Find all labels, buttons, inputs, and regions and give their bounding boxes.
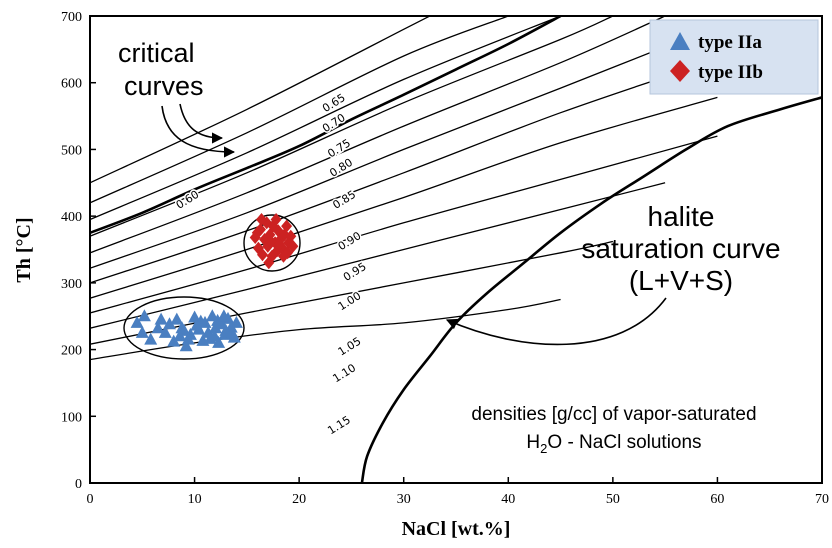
halite-label-line3: (L+V+S) [629, 265, 733, 296]
curve-layer [90, 16, 822, 483]
densities-label-line1: densities [g/cc] of vapor-saturated [471, 404, 756, 425]
point-iia-28 [211, 313, 225, 326]
x-tick-label-70: 70 [815, 492, 829, 507]
point-iib-0 [249, 231, 261, 244]
x-axis-label: NaCl [wt.%] [402, 518, 511, 540]
densities-label-line2: H2O - NaCl solutions [526, 432, 701, 456]
y-tick-label-500: 500 [61, 143, 82, 158]
cluster-ellipse-iia [123, 296, 245, 360]
isochore-1.05 [90, 182, 666, 329]
legend-box [649, 19, 819, 95]
x-tick-label-20: 20 [292, 492, 306, 507]
isochore-0.85 [90, 25, 718, 269]
point-iia-3 [144, 332, 158, 345]
point-iib-24 [251, 226, 263, 240]
y-axis-label: Th [°C] [13, 217, 35, 282]
isochore-0.95 [90, 96, 718, 299]
point-iia-33 [207, 329, 221, 342]
halite-arrow [445, 297, 667, 346]
point-iia-2 [137, 309, 151, 322]
point-iia-17 [209, 321, 222, 334]
halite-saturation-curve [360, 96, 822, 483]
isochore-0.80 [90, 16, 666, 254]
point-iib-21 [263, 256, 275, 270]
legend-label-iia: type IIa [698, 32, 762, 53]
x-tick-label-50: 50 [606, 492, 620, 507]
point-iia-9 [179, 339, 193, 352]
y-tick-label-100: 100 [61, 410, 82, 425]
isochore-0.75 [90, 16, 614, 237]
point-iia-31 [173, 329, 187, 342]
legend-marker-iib [670, 60, 690, 82]
point-iib-20 [256, 213, 267, 226]
y-tick-label-200: 200 [61, 344, 82, 359]
point-iia-30 [163, 317, 176, 330]
point-iia-18 [212, 335, 226, 348]
point-iib-3 [257, 248, 268, 262]
x-tick-label-0: 0 [87, 492, 94, 507]
point-iia-34 [217, 309, 231, 322]
critical-arrow-1 [179, 103, 224, 144]
point-iia-24 [229, 315, 243, 328]
isochore-1.00 [90, 135, 718, 314]
critical-curve [90, 16, 562, 235]
point-iia-1 [135, 325, 149, 338]
point-iia-35 [181, 332, 195, 345]
legend: type IIa type IIb [649, 19, 819, 95]
x-tick-label-60: 60 [710, 492, 724, 507]
halite-label-line1: halite [648, 201, 715, 232]
point-iib-27 [282, 246, 294, 260]
point-iib-18 [285, 229, 297, 243]
y-tick-label-700: 700 [61, 10, 82, 25]
point-iib-25 [265, 235, 277, 248]
point-iia-0 [130, 315, 144, 328]
point-iia-36 [154, 312, 168, 325]
y-tick-label-400: 400 [61, 210, 82, 225]
point-iia-6 [167, 334, 181, 347]
legend-marker-iia [670, 32, 690, 50]
cluster-ellipse-iib [243, 214, 301, 272]
plot-frame [89, 15, 823, 484]
critical-curves-label-line2: curves [124, 71, 204, 101]
isochore-0.70 [90, 16, 561, 221]
x-tick-label-10: 10 [188, 492, 202, 507]
y-tick-label-600: 600 [61, 77, 82, 92]
x-tick-label-40: 40 [501, 492, 515, 507]
point-iia-37 [225, 326, 239, 339]
point-iib-23 [278, 249, 289, 263]
point-iib-16 [281, 219, 293, 233]
y-tick-label-0: 0 [75, 477, 82, 492]
point-iia-5 [158, 325, 172, 338]
x-tick-label-30: 30 [397, 492, 411, 507]
halite-label-line2: saturation curve [581, 233, 780, 264]
critical-curves-label-line1: critical [118, 38, 195, 68]
point-iib-26 [273, 237, 285, 251]
point-iib-22 [270, 213, 282, 226]
isochore-0.60 [90, 16, 431, 184]
isochore-0.90 [90, 58, 718, 284]
data-points-layer [130, 213, 299, 352]
point-iia-11 [188, 310, 202, 323]
point-iia-32 [194, 314, 208, 327]
legend-label-iib: type IIb [698, 62, 763, 83]
y-tick-label-300: 300 [61, 277, 82, 292]
point-iia-4 [151, 321, 165, 334]
critical-arrow-2 [161, 105, 236, 158]
point-iia-7 [170, 312, 184, 325]
isochore-0.65 [90, 16, 509, 204]
